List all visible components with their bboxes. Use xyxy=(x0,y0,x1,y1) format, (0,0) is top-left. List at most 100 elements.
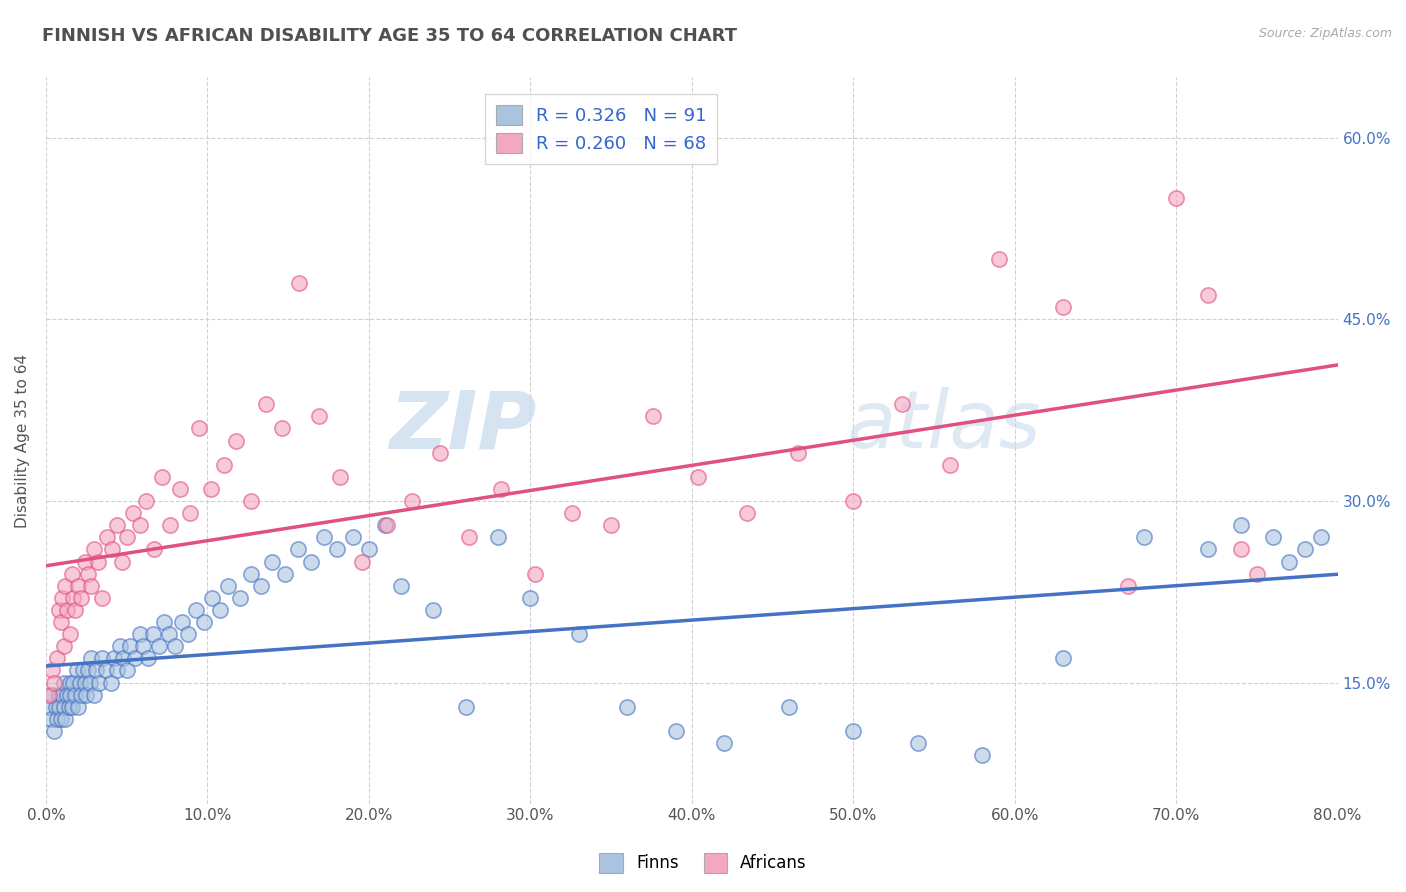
Point xyxy=(188,421,211,435)
Point xyxy=(842,494,865,508)
Point xyxy=(62,591,84,605)
Point xyxy=(128,518,150,533)
Point xyxy=(357,542,380,557)
Point xyxy=(1294,542,1316,557)
Point xyxy=(84,664,107,678)
Point xyxy=(48,699,70,714)
Point xyxy=(46,651,69,665)
Point xyxy=(240,566,263,581)
Point xyxy=(67,579,90,593)
Point xyxy=(389,579,412,593)
Point xyxy=(115,664,138,678)
Point xyxy=(73,555,96,569)
Point xyxy=(200,482,222,496)
Point xyxy=(325,542,347,557)
Point xyxy=(179,506,201,520)
Point xyxy=(519,591,541,605)
Point xyxy=(83,688,105,702)
Point xyxy=(53,712,76,726)
Point xyxy=(48,603,70,617)
Point xyxy=(101,542,124,557)
Point xyxy=(135,494,157,508)
Point xyxy=(38,688,60,702)
Point xyxy=(287,542,309,557)
Point xyxy=(52,699,75,714)
Point xyxy=(91,651,114,665)
Legend: R = 0.326   N = 91, R = 0.260   N = 68: R = 0.326 N = 91, R = 0.260 N = 68 xyxy=(485,94,717,164)
Point xyxy=(568,627,591,641)
Point xyxy=(616,699,638,714)
Point xyxy=(374,518,396,533)
Point xyxy=(141,627,163,641)
Point xyxy=(939,458,962,472)
Point xyxy=(39,712,62,726)
Point xyxy=(1133,530,1156,544)
Point xyxy=(60,566,83,581)
Point xyxy=(124,651,146,665)
Point xyxy=(1052,301,1074,315)
Point xyxy=(212,458,235,472)
Point xyxy=(890,397,912,411)
Point xyxy=(122,506,145,520)
Point xyxy=(59,675,82,690)
Point xyxy=(80,651,103,665)
Point xyxy=(59,688,82,702)
Point xyxy=(422,603,444,617)
Point xyxy=(249,579,271,593)
Point xyxy=(907,736,929,750)
Point xyxy=(69,675,91,690)
Point xyxy=(128,627,150,641)
Point xyxy=(63,688,86,702)
Point xyxy=(100,675,122,690)
Point xyxy=(299,555,322,569)
Point xyxy=(91,591,114,605)
Point xyxy=(209,603,232,617)
Text: FINNISH VS AFRICAN DISABILITY AGE 35 TO 64 CORRELATION CHART: FINNISH VS AFRICAN DISABILITY AGE 35 TO … xyxy=(42,27,737,45)
Point xyxy=(80,579,103,593)
Point xyxy=(77,664,100,678)
Point xyxy=(491,482,513,496)
Point xyxy=(342,530,364,544)
Point xyxy=(53,579,76,593)
Point xyxy=(375,518,398,533)
Point xyxy=(75,688,97,702)
Point xyxy=(96,530,118,544)
Point xyxy=(42,724,65,739)
Point xyxy=(51,591,73,605)
Point xyxy=(454,699,477,714)
Point xyxy=(153,615,176,629)
Point xyxy=(111,555,134,569)
Point xyxy=(38,699,60,714)
Point xyxy=(60,699,83,714)
Point xyxy=(842,724,865,739)
Point xyxy=(217,579,239,593)
Point xyxy=(274,566,297,581)
Point xyxy=(193,615,215,629)
Point xyxy=(159,518,181,533)
Point xyxy=(486,530,509,544)
Point xyxy=(787,445,810,459)
Text: atlas: atlas xyxy=(846,387,1042,465)
Point xyxy=(52,640,75,654)
Point xyxy=(45,699,67,714)
Point xyxy=(41,664,63,678)
Point xyxy=(94,664,117,678)
Point xyxy=(70,688,93,702)
Point xyxy=(1198,542,1220,557)
Point xyxy=(112,651,135,665)
Point xyxy=(157,627,180,641)
Point xyxy=(240,494,263,508)
Point xyxy=(987,252,1010,266)
Point xyxy=(169,482,191,496)
Point xyxy=(972,748,994,763)
Point xyxy=(288,276,311,290)
Point xyxy=(105,664,128,678)
Point xyxy=(1052,651,1074,665)
Point xyxy=(132,640,155,654)
Text: ZIP: ZIP xyxy=(389,387,537,465)
Point xyxy=(225,434,247,448)
Point xyxy=(1166,191,1188,205)
Point xyxy=(1261,530,1284,544)
Point xyxy=(58,699,80,714)
Point xyxy=(150,470,173,484)
